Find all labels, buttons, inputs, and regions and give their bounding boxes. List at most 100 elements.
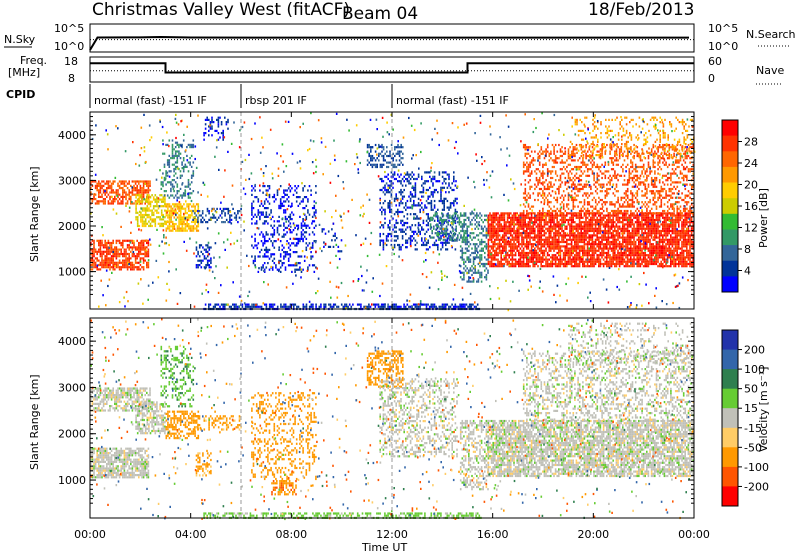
power-cell bbox=[584, 221, 586, 223]
power-cell bbox=[109, 196, 111, 198]
power-cell bbox=[521, 245, 523, 247]
power-cell bbox=[262, 236, 264, 238]
power-cell bbox=[443, 232, 445, 234]
power-cell bbox=[545, 265, 547, 267]
power-cell bbox=[454, 239, 456, 241]
power-cell bbox=[426, 242, 428, 244]
power-cell bbox=[259, 216, 261, 218]
power-cell bbox=[545, 228, 547, 230]
power-cell bbox=[148, 253, 150, 255]
power-cell bbox=[576, 226, 578, 228]
power-cell bbox=[440, 191, 442, 193]
power-cell bbox=[274, 229, 276, 231]
power-cell bbox=[455, 226, 457, 228]
power-cell bbox=[593, 256, 595, 258]
power-cell bbox=[264, 262, 266, 264]
power-cell bbox=[496, 228, 498, 230]
power-cell bbox=[572, 221, 574, 223]
power-cell bbox=[218, 121, 220, 123]
power-cell bbox=[106, 260, 108, 262]
power-cell bbox=[640, 263, 642, 265]
power-cell bbox=[274, 231, 276, 233]
power-cell bbox=[112, 183, 114, 185]
power-cell bbox=[568, 219, 570, 221]
power-cell bbox=[185, 186, 187, 188]
power-cell bbox=[266, 189, 268, 191]
power-cell bbox=[427, 224, 429, 226]
power-cell bbox=[408, 182, 410, 184]
power-cell bbox=[638, 243, 640, 245]
power-cell bbox=[556, 212, 558, 214]
power-cell bbox=[172, 203, 174, 205]
power-cell bbox=[521, 243, 523, 245]
power-cell bbox=[180, 210, 182, 212]
power-cell bbox=[148, 266, 150, 268]
power-cell bbox=[142, 214, 144, 216]
power-cell bbox=[598, 215, 600, 217]
power-cell bbox=[553, 228, 555, 230]
power-cell bbox=[604, 230, 606, 232]
power-cell bbox=[193, 227, 195, 229]
power-cell bbox=[181, 175, 183, 177]
power-cell bbox=[306, 216, 308, 218]
power-cell bbox=[540, 217, 542, 219]
power-cell bbox=[143, 183, 145, 185]
power-cell bbox=[93, 244, 95, 246]
power-cell bbox=[285, 189, 287, 191]
power-cell bbox=[641, 248, 643, 250]
power-cell bbox=[399, 176, 401, 178]
power-cell bbox=[147, 194, 149, 196]
power-cell bbox=[494, 221, 496, 223]
power-cell bbox=[463, 259, 465, 261]
power-cell bbox=[447, 248, 449, 250]
power-cell bbox=[148, 221, 150, 223]
power-cell bbox=[122, 260, 124, 262]
power-cell bbox=[552, 221, 554, 223]
power-cell bbox=[616, 241, 618, 243]
power-cell bbox=[659, 254, 661, 256]
power-cell bbox=[170, 208, 172, 210]
power-cell bbox=[280, 260, 282, 262]
power-cell bbox=[275, 240, 277, 242]
power-cell bbox=[138, 242, 140, 244]
power-cell bbox=[164, 190, 166, 192]
power-cell bbox=[463, 267, 465, 269]
power-cell bbox=[197, 219, 199, 221]
power-cell bbox=[537, 228, 539, 230]
power-cell bbox=[526, 223, 528, 225]
power-cell bbox=[635, 245, 637, 247]
power-cell bbox=[254, 214, 256, 216]
power-cell bbox=[443, 223, 445, 225]
power-cell bbox=[285, 218, 287, 220]
power-cell bbox=[644, 232, 646, 234]
power-cell bbox=[108, 185, 110, 187]
power-cell bbox=[173, 197, 175, 199]
power-cell bbox=[226, 219, 228, 221]
power-cell bbox=[197, 260, 199, 262]
power-cell bbox=[155, 225, 157, 227]
power-cell bbox=[122, 240, 124, 242]
power-cell bbox=[526, 265, 528, 267]
power-cell bbox=[649, 254, 651, 256]
power-cell bbox=[98, 200, 100, 202]
power-cell bbox=[165, 144, 167, 146]
power-cell bbox=[515, 237, 517, 239]
power-cell bbox=[481, 215, 483, 217]
power-cell bbox=[415, 204, 417, 206]
power-cell bbox=[378, 153, 380, 155]
power-cell bbox=[609, 226, 611, 228]
power-cell bbox=[220, 214, 222, 216]
power-cell bbox=[529, 265, 531, 267]
power-cell bbox=[508, 230, 510, 232]
power-cell bbox=[122, 183, 124, 185]
power-cell bbox=[479, 256, 481, 258]
power-cell bbox=[579, 256, 581, 258]
power-cell bbox=[537, 239, 539, 241]
power-cell bbox=[603, 263, 605, 265]
power-cell bbox=[545, 217, 547, 219]
power-cell bbox=[397, 209, 399, 211]
power-cell bbox=[440, 187, 442, 189]
power-cell bbox=[532, 243, 534, 245]
power-cell bbox=[625, 252, 627, 254]
power-cell bbox=[389, 207, 391, 209]
